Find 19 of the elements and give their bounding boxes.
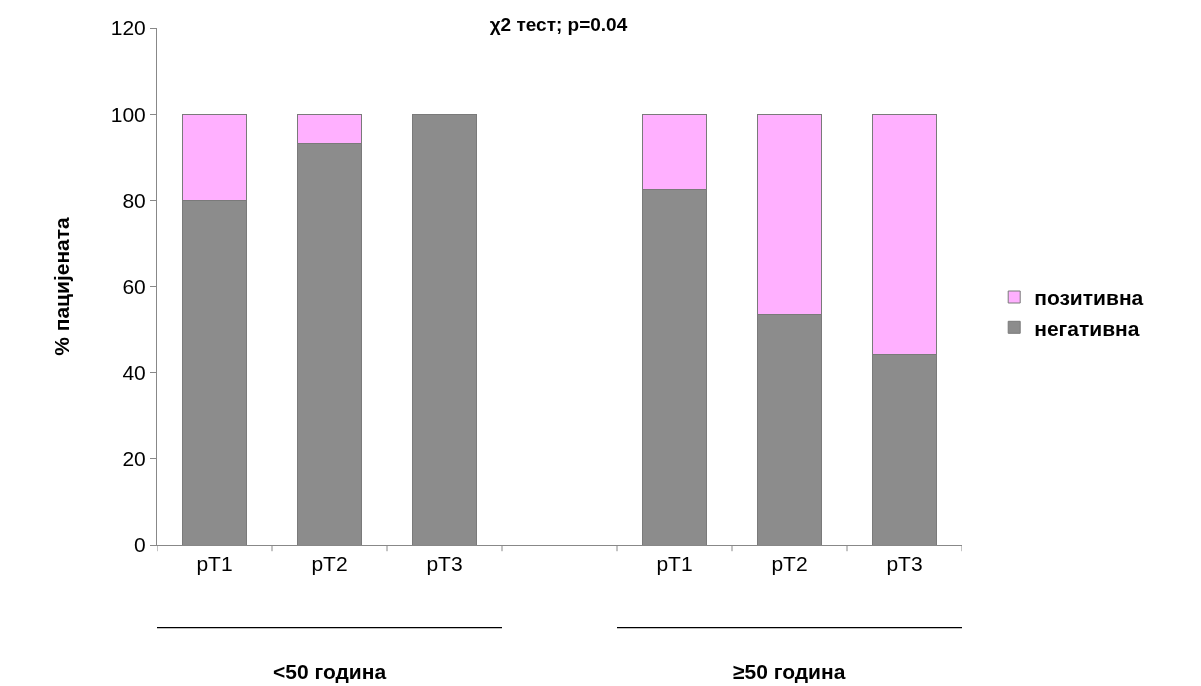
y-tick-label: 80 [122, 188, 146, 212]
y-axis-title: % пацијената [49, 216, 73, 356]
x-tick-label: pT1 [656, 552, 693, 576]
text: <50 година [273, 660, 387, 683]
x-tick-label: pT1 [196, 552, 233, 576]
y-tick-label: 100 [110, 102, 146, 126]
y-tick-label: 0 [134, 533, 146, 557]
text: ≥50 година [733, 660, 846, 683]
x-tick-label: pT3 [426, 552, 463, 576]
x-tick-label: pT2 [311, 552, 348, 576]
x-tick-label: pT3 [886, 552, 923, 576]
y-tick-label: 120 [110, 16, 146, 40]
y-tick-label: 60 [122, 274, 146, 298]
x-tick-label: pT2 [771, 552, 808, 576]
legend-label: негативна [1034, 316, 1140, 340]
chart-title: χ2 тест; p=0.04 [489, 13, 628, 35]
legend-label: позитивна [1034, 286, 1144, 310]
y-tick-label: 20 [122, 447, 146, 471]
y-tick-label: 40 [122, 361, 146, 385]
